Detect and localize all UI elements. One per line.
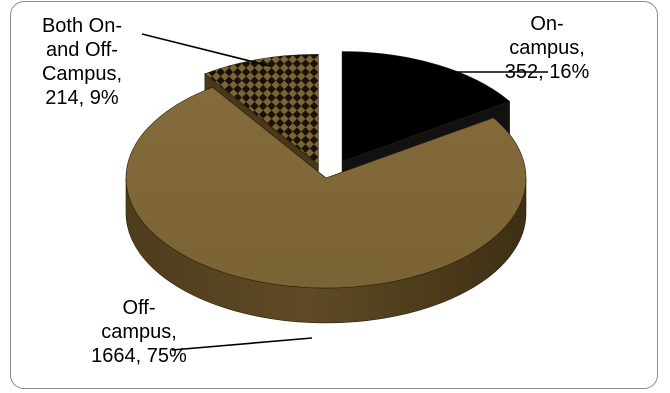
label-both-line4: 214, 9% <box>45 87 119 109</box>
label-off-campus-line3: 1664, 75% <box>91 345 187 367</box>
label-both-line3: Campus, <box>41 63 123 85</box>
label-off-campus-line2: campus, <box>101 321 177 343</box>
pie-slice-top-2 <box>204 54 319 165</box>
leader-line-both <box>141 33 271 67</box>
label-on-campus-line3: 352, 16% <box>504 61 590 83</box>
label-off-campus: Off- campus, 1664, 75% <box>84 296 194 368</box>
pie-slice-1 <box>125 86 527 324</box>
leader-line-off-campus <box>171 337 313 351</box>
pie-slice-top-1 <box>125 87 527 289</box>
label-both-line1: Both On- <box>41 15 123 37</box>
label-off-campus-line1: Off- <box>122 297 156 319</box>
label-on-campus: On- campus, 352, 16% <box>492 12 602 84</box>
label-both-line2: and Off- <box>46 39 118 61</box>
label-on-campus-line2: campus, <box>509 37 585 59</box>
label-both: Both On- and Off- Campus, 214, 9% <box>28 14 136 110</box>
pie-slice-top-0 <box>341 51 511 162</box>
label-on-campus-line1: On- <box>530 13 564 35</box>
